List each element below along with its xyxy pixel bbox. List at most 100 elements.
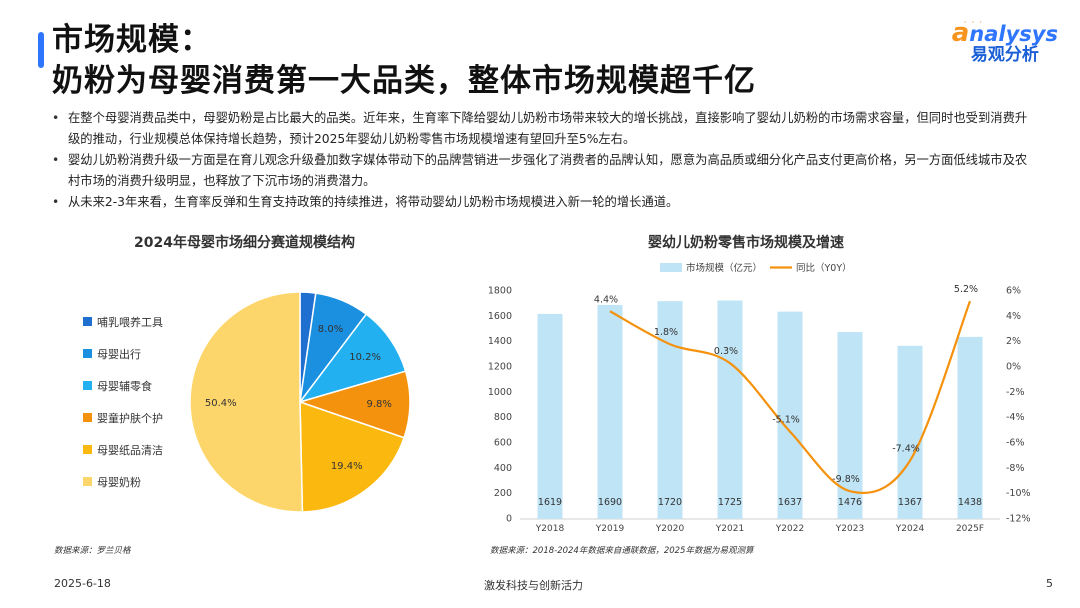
line-value-label: -5.1%: [772, 415, 800, 426]
pie-slice: [299, 400, 405, 513]
company-logo: · · · analysys 易观分析: [952, 18, 1058, 65]
legend-swatch-bar: [660, 263, 682, 272]
pie-legend-item: 母婴辅零食: [83, 378, 163, 393]
legend-label: 婴童护肤个护: [97, 411, 163, 425]
x-tick-label: Y2020: [655, 524, 685, 534]
y-right-tick-label: -6%: [1006, 438, 1025, 449]
combo-source-note: 数据来源：2018-2024年数据来自通联数据，2025年数据为易观测算: [490, 546, 754, 556]
pie-chart: 2.3%8.0%10.2%9.8%19.4%50.4%: [189, 291, 411, 513]
bar: [897, 345, 923, 519]
pie-slice: [189, 291, 304, 513]
legend-label: 母婴奶粉: [97, 475, 141, 489]
x-tick-label: Y2024: [895, 524, 925, 534]
bar: [717, 300, 743, 519]
legend-swatch: [83, 445, 92, 454]
legend-label: 母婴出行: [97, 347, 141, 361]
title-accent-bar: [38, 32, 44, 68]
x-tick-label: Y2018: [535, 524, 565, 534]
bar-value-label: 1720: [658, 497, 682, 508]
bar-value-label: 1725: [718, 497, 742, 508]
logo-dots-icon: · · ·: [963, 18, 984, 28]
legend-swatch: [83, 381, 92, 390]
legend-label: 母婴辅零食: [97, 379, 152, 393]
legend-swatch: [83, 317, 92, 326]
footer-date: 2025-6-18: [54, 577, 111, 590]
pie-slice: [298, 313, 407, 404]
line-value-label: 1.8%: [654, 327, 678, 338]
legend-swatch: [83, 477, 92, 486]
bar: [777, 311, 803, 519]
y-left-tick-label: 1800: [488, 286, 512, 297]
x-tick-label: Y2023: [835, 524, 864, 534]
combo-chart: 0 200 400 600 800 1000 1200 1400 1600 1800 -12% -10…: [488, 262, 1031, 534]
y-right-tick-label: 2%: [1006, 336, 1021, 347]
bullet-item: 婴幼儿奶粉消费升级一方面是在育儿观念升级叠加数字媒体带动下的品牌营销进一步强化了…: [52, 150, 1037, 192]
bar-value-label: 1637: [778, 497, 802, 508]
pie-slice-label: 19.4%: [331, 461, 363, 472]
bullet-list: 在整个母婴消费品类中，母婴奶粉是占比最大的品类。近年来，生育率下降给婴幼儿奶粉市…: [52, 108, 1037, 213]
logo-brand-rest: nalysys: [969, 22, 1058, 46]
combo-legend: 市场规模（亿元） 同比（Y0Y）: [660, 262, 852, 274]
x-tick-label: Y2022: [775, 524, 804, 534]
y-left-tick-label: 1600: [488, 311, 512, 322]
x-tick-label: 2025F: [956, 524, 984, 534]
bar: [537, 313, 563, 519]
footer-slogan: 激发科技与创新活力: [484, 579, 583, 592]
y-right-tick-label: -12%: [1006, 514, 1031, 525]
pie-slice-label: 9.8%: [366, 399, 391, 410]
pie-slice-label: 10.2%: [349, 352, 381, 363]
y-left-tick-label: 200: [494, 488, 512, 499]
y-left-tick-label: 1200: [488, 362, 512, 373]
legend-label: 哺乳喂养工具: [97, 315, 163, 329]
y-right-tick-label: -2%: [1006, 387, 1025, 398]
y-left-tick-label: 600: [494, 438, 512, 449]
bullet-item: 在整个母婴消费品类中，母婴奶粉是占比最大的品类。近年来，生育率下降给婴幼儿奶粉市…: [52, 108, 1037, 150]
y-left-tick-label: 0: [506, 514, 512, 525]
legend-swatch: [83, 349, 92, 358]
legend-label-line: 同比（Y0Y）: [796, 262, 852, 274]
x-tick-label: Y2019: [595, 524, 625, 534]
line-value-label: 5.2%: [954, 284, 978, 295]
legend-swatch: [83, 413, 92, 422]
y-left-tick-label: 400: [494, 463, 512, 474]
combo-chart-title: 婴幼儿奶粉零售市场规模及增速: [648, 235, 844, 251]
bar-value-label: 1367: [898, 497, 922, 508]
pie-slice-label: 8.0%: [318, 324, 343, 335]
page-title-line1: 市场规模：: [52, 22, 212, 58]
y-left-tick-label: 1000: [488, 387, 512, 398]
line-value-label: 4.4%: [594, 294, 618, 305]
pie-legend-item: 母婴出行: [83, 346, 163, 361]
y-right-tick-label: -8%: [1006, 463, 1025, 474]
y-right-tick-label: 6%: [1006, 286, 1021, 297]
legend-label: 母婴纸品清洁: [97, 443, 163, 457]
pie-legend: 哺乳喂养工具 母婴出行母婴辅零食婴童护肤个护 母婴纸品清洁 母婴奶粉: [83, 314, 163, 506]
legend-label-bar: 市场规模（亿元）: [686, 262, 762, 274]
pie-source-note: 数据来源：罗兰贝格: [54, 546, 131, 556]
logo-brand-prefix: a: [951, 18, 970, 48]
bar: [657, 301, 683, 519]
bullet-item: 从未来2-3年来看，生育率反弹和生育支持政策的持续推进，将带动婴幼儿奶粉市场规模…: [52, 192, 1037, 213]
page-number: 5: [1046, 577, 1053, 590]
y-right-tick-label: 4%: [1006, 311, 1021, 322]
bar-value-label: 1476: [838, 497, 862, 508]
yoy-line: [609, 300, 972, 495]
pie-legend-item: 母婴奶粉: [83, 474, 163, 489]
logo-subtitle: 易观分析: [970, 45, 1039, 65]
pie-legend-item: 婴童护肤个护: [83, 410, 163, 425]
y-left-tick-label: 1400: [488, 336, 512, 347]
y-left-tick-label: 800: [494, 412, 512, 423]
pie-chart-title: 2024年母婴市场细分赛道规模结构: [134, 235, 355, 251]
pie-legend-item: 母婴纸品清洁: [83, 442, 163, 457]
bar-value-label: 1690: [598, 497, 622, 508]
bar: [957, 336, 983, 519]
pie-legend-item: 哺乳喂养工具: [83, 314, 163, 329]
line-value-label: -7.4%: [892, 444, 920, 455]
line-value-label: -9.8%: [832, 474, 860, 485]
page-title-line2: 奶粉为母婴消费第一大品类，整体市场规模超千亿: [52, 63, 756, 99]
pie-slice-label: 50.4%: [205, 398, 237, 409]
y-right-tick-label: -4%: [1006, 412, 1025, 423]
bar: [597, 304, 623, 519]
y-right-tick-label: -10%: [1006, 488, 1031, 499]
bar-value-label: 1438: [958, 497, 982, 508]
y-right-tick-label: 0%: [1006, 362, 1021, 373]
